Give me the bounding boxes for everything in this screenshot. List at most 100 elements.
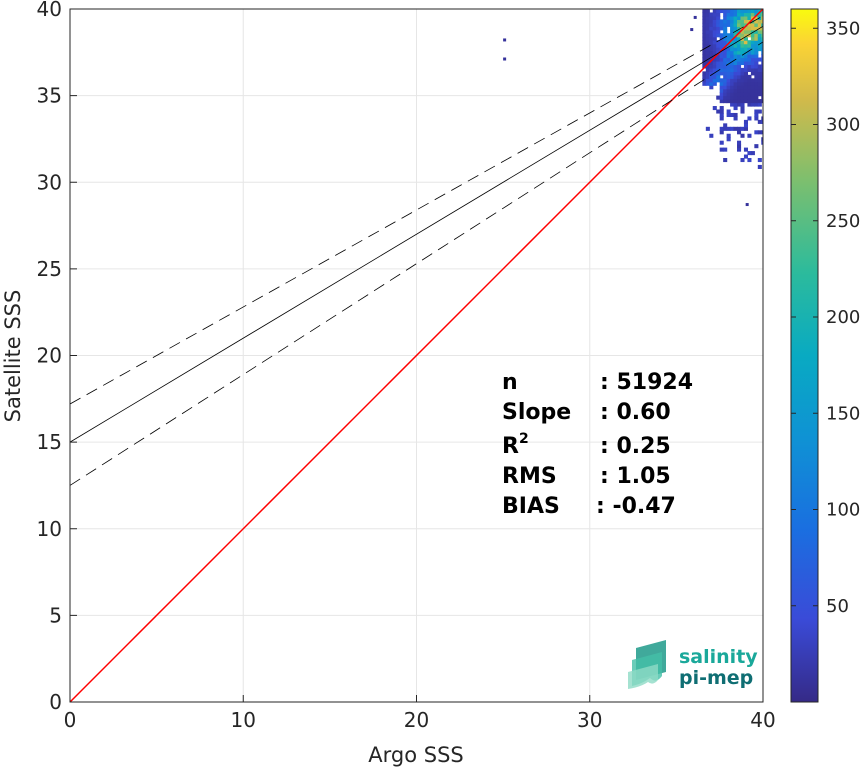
density-cell xyxy=(712,78,717,83)
density-cell xyxy=(719,106,724,111)
density-cell xyxy=(730,71,735,76)
density-cell xyxy=(723,81,728,86)
density-cell xyxy=(754,99,759,104)
density-cell xyxy=(503,57,507,61)
density-cell xyxy=(709,33,714,38)
density-cell xyxy=(740,9,745,14)
density-cell xyxy=(754,47,759,52)
density-cell xyxy=(726,88,731,93)
density-cell xyxy=(702,60,707,66)
density-cell xyxy=(737,85,742,90)
density-cell xyxy=(716,43,721,48)
density-cell xyxy=(747,19,752,24)
density-cell xyxy=(726,99,731,104)
density-cell xyxy=(747,78,752,83)
density-cell xyxy=(750,64,755,69)
density-cell xyxy=(743,78,749,83)
density-cell xyxy=(733,67,738,72)
density-cell xyxy=(716,95,721,100)
density-cell xyxy=(761,47,763,52)
density-cell xyxy=(705,60,710,66)
density-cell xyxy=(719,126,724,131)
density-cell xyxy=(743,54,749,59)
density-cell xyxy=(740,22,745,27)
density-cell xyxy=(733,9,738,14)
density-cell xyxy=(723,50,728,55)
density-cell xyxy=(719,92,724,97)
x-axis-label: Argo SSS xyxy=(368,743,463,767)
density-cell xyxy=(750,151,755,156)
stat-label: BIAS xyxy=(502,494,560,519)
density-cell xyxy=(709,19,714,24)
density-cell xyxy=(730,12,735,17)
y-axis-label: Satellite SSS xyxy=(1,290,25,423)
density-cell xyxy=(726,22,731,27)
density-cell xyxy=(743,57,749,62)
density-cell xyxy=(747,81,752,86)
density-cell xyxy=(740,50,745,55)
density-cell xyxy=(754,116,759,121)
colorbar-ticks: 50 100 150 200 250 300 350 xyxy=(791,18,860,617)
density-cell xyxy=(743,126,749,131)
density-cell xyxy=(726,92,731,97)
density-cell xyxy=(709,74,714,79)
density-cell xyxy=(716,57,721,62)
density-cell xyxy=(723,85,728,90)
y-tick-label: 20 xyxy=(37,344,62,368)
density-cell xyxy=(709,78,714,83)
density-cell xyxy=(705,40,710,45)
density-cell xyxy=(754,54,759,59)
density-cell xyxy=(747,67,752,72)
density-cell xyxy=(740,40,745,45)
density-cell xyxy=(733,22,738,27)
density-cell xyxy=(702,57,707,62)
logo-pimep-text: pi-mep xyxy=(679,667,753,689)
density-cell xyxy=(747,12,752,17)
density-cell xyxy=(733,36,738,41)
density-cell xyxy=(747,92,752,97)
stat-label: RMS xyxy=(502,464,557,489)
density-cell xyxy=(743,40,749,45)
density-cell xyxy=(730,9,735,14)
density-cell xyxy=(747,40,752,45)
density-cell xyxy=(740,157,745,163)
density-cell xyxy=(754,60,759,66)
density-cell xyxy=(712,60,717,66)
density-cell xyxy=(709,15,714,20)
density-cell xyxy=(719,81,724,86)
colorbar-tick-label: 350 xyxy=(826,18,860,39)
density-cell xyxy=(737,57,742,62)
density-cell xyxy=(743,74,749,79)
density-cell xyxy=(761,43,763,48)
density-cell xyxy=(740,15,745,20)
density-cell xyxy=(716,29,721,34)
density-cell xyxy=(757,67,762,72)
density-cell xyxy=(705,81,710,86)
density-cell xyxy=(761,137,763,142)
density-cell xyxy=(743,154,749,159)
density-cell xyxy=(754,50,759,55)
density-cell xyxy=(716,9,721,14)
density-cell xyxy=(761,81,763,86)
density-cell xyxy=(716,60,721,66)
density-cell xyxy=(705,64,710,69)
density-cell xyxy=(730,126,735,131)
density-cell xyxy=(719,50,724,55)
pimep-logo: salinity pi-mep xyxy=(628,640,758,689)
density-cell xyxy=(754,109,759,114)
density-cell xyxy=(723,36,728,41)
density-cell xyxy=(726,85,731,90)
density-cell xyxy=(726,57,731,62)
density-cell xyxy=(702,64,707,69)
density-cell xyxy=(726,78,731,83)
density-cell xyxy=(750,9,755,14)
density-cell xyxy=(757,78,762,83)
density-cell xyxy=(719,95,724,100)
density-cell xyxy=(719,88,724,93)
density-cell xyxy=(716,15,721,20)
density-cell xyxy=(723,123,728,128)
density-cell xyxy=(712,57,717,62)
density-cell xyxy=(754,81,759,86)
density-cell xyxy=(737,12,742,17)
density-cell xyxy=(733,12,738,17)
